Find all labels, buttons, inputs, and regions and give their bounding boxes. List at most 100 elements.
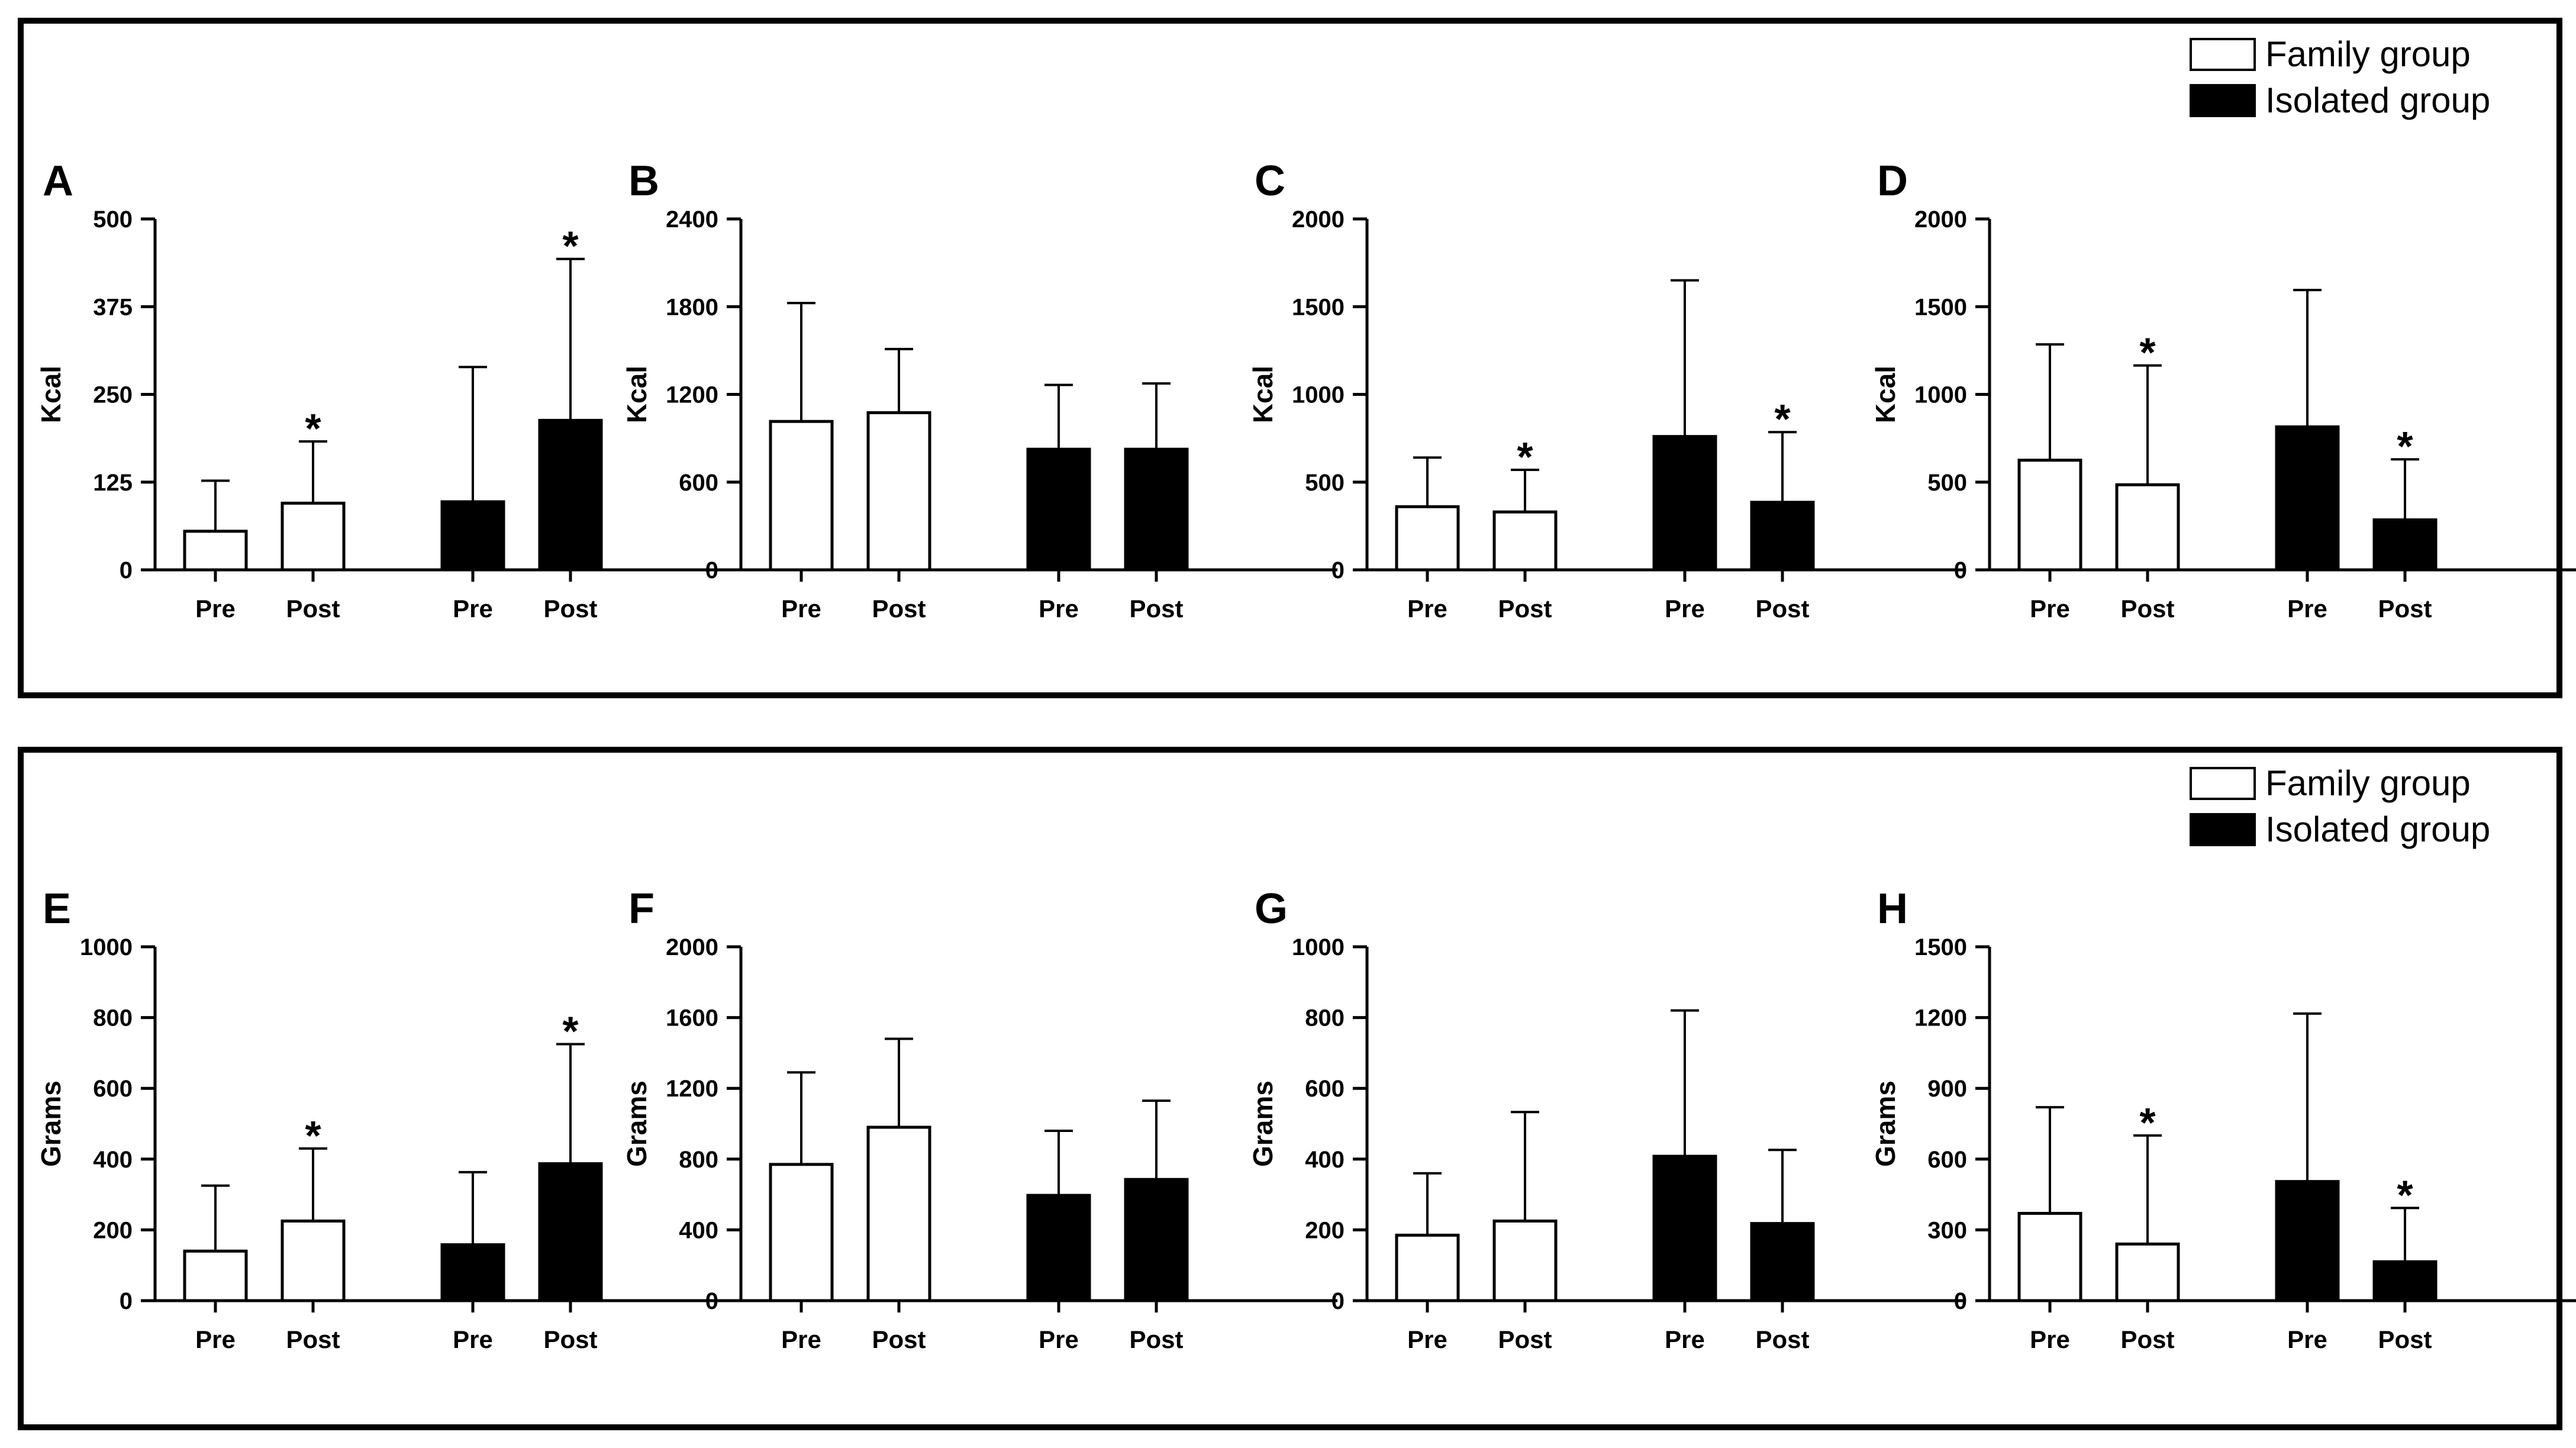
y-tick-label: 800	[679, 1147, 718, 1173]
significance-star: *	[562, 1008, 579, 1054]
y-tick-label: 200	[93, 1217, 133, 1243]
section-bottom-grams: Family group Isolated group	[18, 747, 2562, 1430]
y-tick-label: 250	[93, 382, 133, 408]
y-tick-label: 1500	[1292, 294, 1345, 320]
panel-letter: D	[1877, 157, 1908, 205]
bar-isolated	[1026, 447, 1091, 572]
y-tick-label: 800	[1305, 1005, 1345, 1031]
x-category-label: Post	[286, 1326, 340, 1353]
bar-isolated	[1124, 1178, 1189, 1302]
x-category-label: Post	[2120, 1326, 2174, 1353]
x-category-label: Pre	[2030, 595, 2070, 623]
panel-letter: E	[43, 885, 71, 933]
y-tick-label: 300	[1927, 1217, 1967, 1243]
y-tick-label: 375	[93, 294, 133, 320]
bar-family	[1492, 1219, 1558, 1302]
y-tick-label: 500	[1927, 470, 1967, 496]
y-tick-label: 0	[120, 557, 133, 583]
x-category-label: Pre	[1039, 595, 1079, 623]
bar-family	[769, 420, 834, 572]
legend-item-isolated: Isolated group	[2190, 812, 2490, 847]
legend-swatch-family	[2190, 767, 2256, 800]
bar-isolated	[440, 500, 505, 572]
legend-label-family: Family group	[2265, 763, 2471, 803]
y-axis-label: Kcal	[36, 366, 66, 423]
x-category-label: Pre	[781, 1326, 821, 1353]
bar-isolated	[1750, 501, 1815, 572]
x-category-label: Post	[2378, 1326, 2432, 1353]
bar-family	[2115, 483, 2180, 572]
x-category-label: Post	[1755, 595, 1809, 623]
x-category-label: Pre	[1665, 1326, 1705, 1353]
bar-family	[1395, 1233, 1460, 1302]
y-tick-label: 0	[705, 1288, 718, 1314]
y-tick-label: 2000	[1914, 207, 1967, 233]
bar-family	[2115, 1242, 2180, 1302]
y-axis-label: Grams	[36, 1081, 66, 1167]
bar-isolated	[1750, 1222, 1815, 1302]
y-tick-label: 0	[1331, 557, 1345, 583]
significance-star: *	[2397, 1172, 2413, 1218]
y-axis-label: Kcal	[1870, 366, 1901, 423]
significance-star: *	[1774, 396, 1791, 442]
x-category-label: Pre	[453, 595, 493, 623]
bar-family	[769, 1163, 834, 1302]
significance-star: *	[2397, 423, 2413, 469]
panel-letter: A	[43, 157, 73, 205]
bar-family	[2017, 1211, 2082, 1302]
section-top-kcal: Family group Isolated group	[18, 18, 2562, 698]
y-axis-label: Grams	[1247, 1081, 1278, 1167]
y-tick-label: 600	[1305, 1076, 1345, 1102]
panel-letter: F	[628, 885, 655, 933]
y-tick-label: 1200	[666, 382, 718, 408]
x-category-label: Pre	[1039, 1326, 1079, 1353]
y-tick-label: 1000	[1292, 934, 1345, 960]
bar-family	[1492, 510, 1558, 572]
legend-swatch-isolated	[2190, 813, 2256, 846]
x-category-label: Post	[872, 595, 926, 623]
y-axis-label: Kcal	[1247, 366, 1278, 423]
significance-star: *	[2139, 330, 2156, 376]
y-tick-label: 125	[93, 470, 133, 496]
bar-isolated	[538, 1162, 603, 1302]
x-category-label: Pre	[2287, 595, 2327, 623]
legend-swatch-isolated	[2190, 84, 2256, 117]
y-tick-label: 600	[1927, 1147, 1967, 1173]
x-category-label: Post	[1755, 1326, 1809, 1353]
bar-isolated	[538, 418, 603, 572]
legend-label-family: Family group	[2265, 34, 2471, 74]
y-tick-label: 200	[1305, 1217, 1345, 1243]
y-tick-label: 2000	[666, 934, 718, 960]
x-category-label: Pre	[1407, 1326, 1447, 1353]
x-category-label: Pre	[1407, 595, 1447, 623]
y-tick-label: 0	[1331, 1288, 1345, 1314]
x-category-label: Post	[286, 595, 340, 623]
y-tick-label: 500	[93, 207, 133, 233]
significance-star: *	[2139, 1099, 2156, 1146]
significance-star: *	[562, 223, 579, 269]
y-tick-label: 0	[705, 557, 718, 583]
y-tick-label: 800	[93, 1005, 133, 1031]
y-tick-label: 1800	[666, 294, 718, 320]
x-category-label: Pre	[781, 595, 821, 623]
x-category-label: Post	[543, 595, 597, 623]
significance-star: *	[1517, 434, 1533, 480]
legend-item-family: Family group	[2190, 766, 2471, 801]
y-tick-label: 0	[1954, 557, 1967, 583]
bar-family	[183, 1249, 248, 1302]
x-category-label: Post	[2120, 595, 2174, 623]
y-tick-label: 600	[93, 1076, 133, 1102]
y-axis-label: Grams	[621, 1081, 652, 1167]
x-category-label: Post	[2378, 595, 2432, 623]
y-tick-label: 1200	[1914, 1005, 1967, 1031]
bar-isolated	[2372, 518, 2438, 572]
panel-letter: G	[1255, 885, 1288, 933]
significance-star: *	[305, 1112, 321, 1159]
legend-item-family: Family group	[2190, 37, 2471, 72]
y-axis-label: Kcal	[621, 366, 652, 423]
bar-isolated	[1026, 1194, 1091, 1302]
y-tick-label: 1200	[666, 1076, 718, 1102]
x-category-label: Post	[1498, 1326, 1552, 1353]
y-tick-label: 1500	[1914, 934, 1967, 960]
x-category-label: Pre	[1665, 595, 1705, 623]
